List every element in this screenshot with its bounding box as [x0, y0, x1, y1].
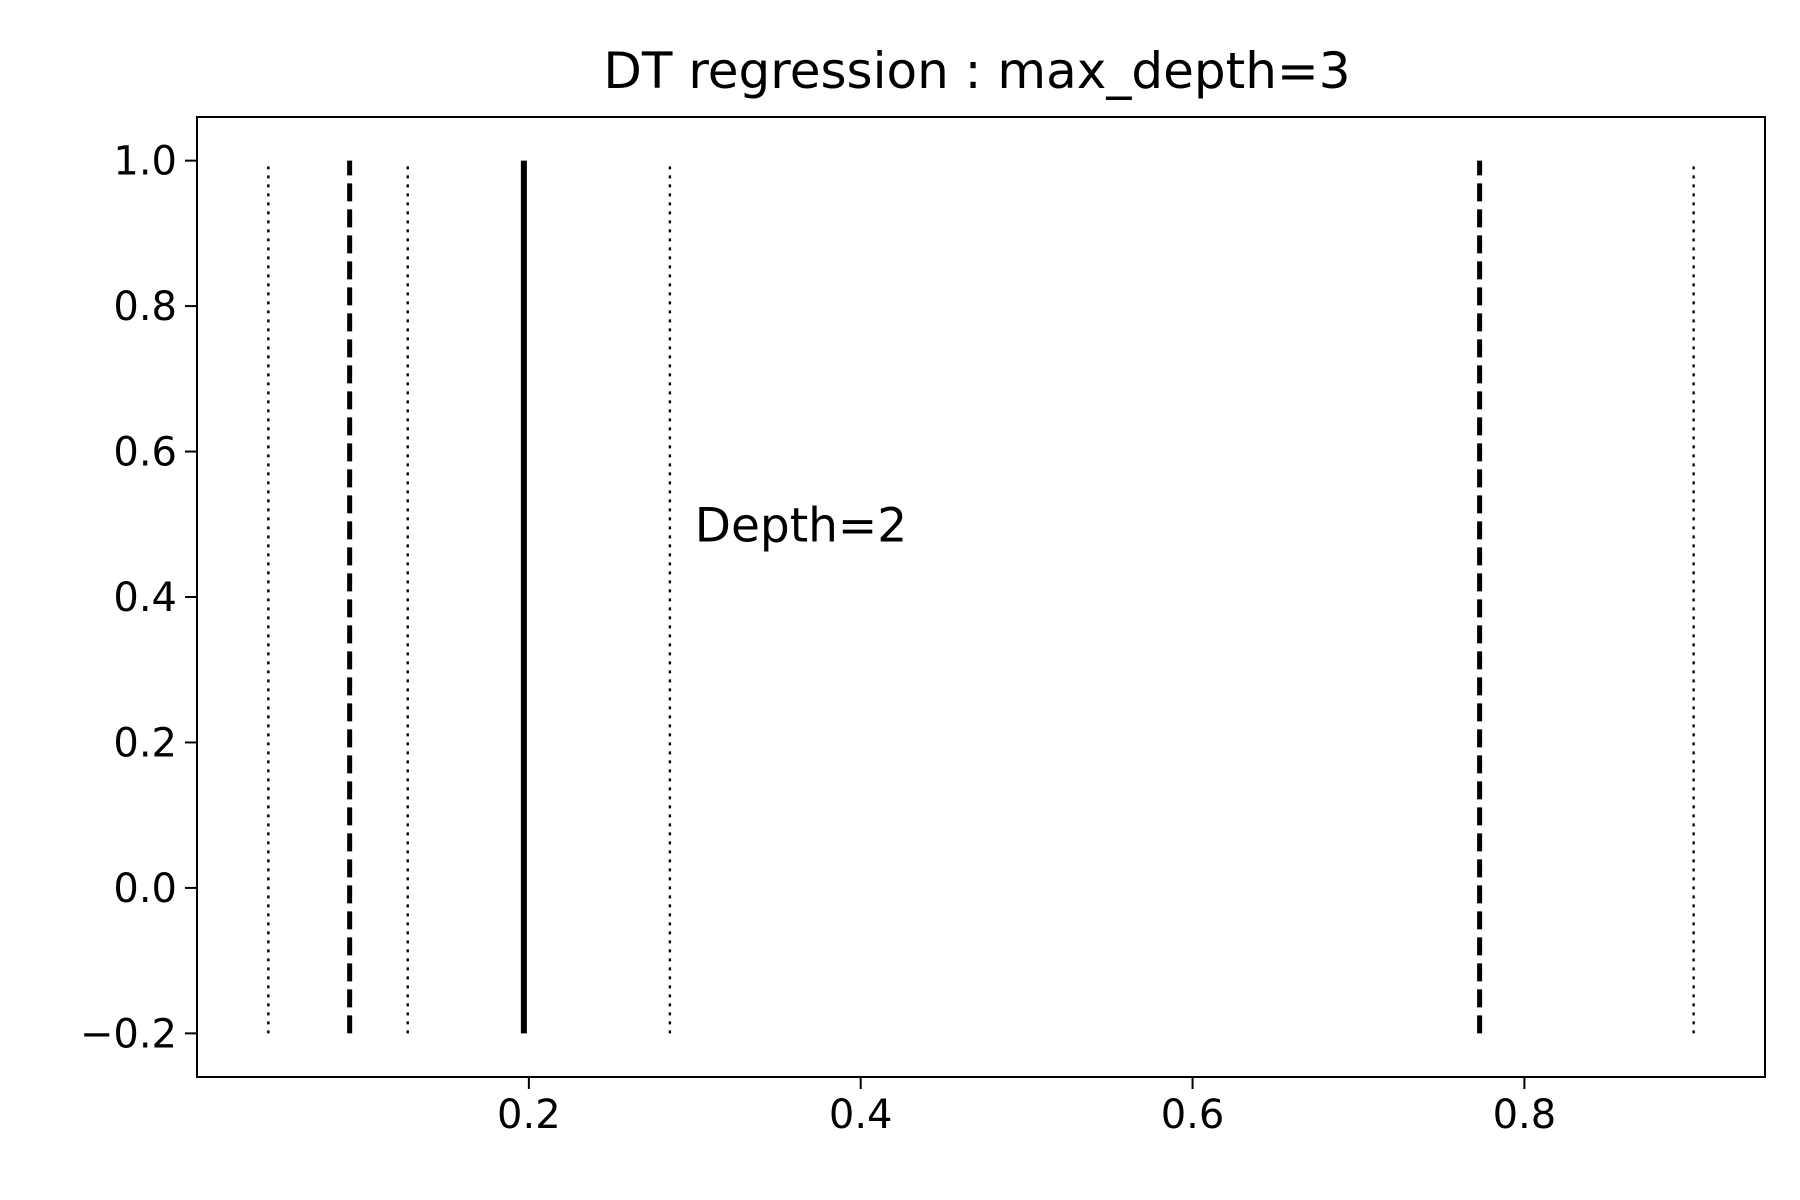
- annotation-label-1: Depth=2: [695, 498, 907, 553]
- y-tick-label: 0.4: [113, 575, 177, 621]
- annotation-layer: Depth=2: [695, 498, 907, 553]
- y-tick-label: 0.2: [113, 720, 177, 766]
- x-axis: 0.2 0.4 0.6 0.8: [497, 1077, 1556, 1138]
- series-layer: [267, 160, 1695, 1034]
- x-tick-label: 0.2: [497, 1092, 561, 1138]
- y-tick-label: −0.2: [80, 1011, 177, 1057]
- x-tick-label: 0.4: [829, 1092, 893, 1138]
- y-tick-label: 0.6: [113, 430, 177, 476]
- x-tick-label: 0.6: [1161, 1092, 1225, 1138]
- chart-title: DT regression : max_depth=3: [603, 42, 1350, 100]
- y-axis: −0.2 0.0 0.2 0.4 0.6 0.8 1.0: [80, 139, 197, 1057]
- y-tick-label: 0.8: [113, 284, 177, 330]
- plot-frame: [196, 116, 1766, 1078]
- x-tick-label: 0.8: [1493, 1092, 1557, 1138]
- y-tick-label: 0.0: [113, 866, 177, 912]
- y-tick-label: 1.0: [113, 139, 177, 185]
